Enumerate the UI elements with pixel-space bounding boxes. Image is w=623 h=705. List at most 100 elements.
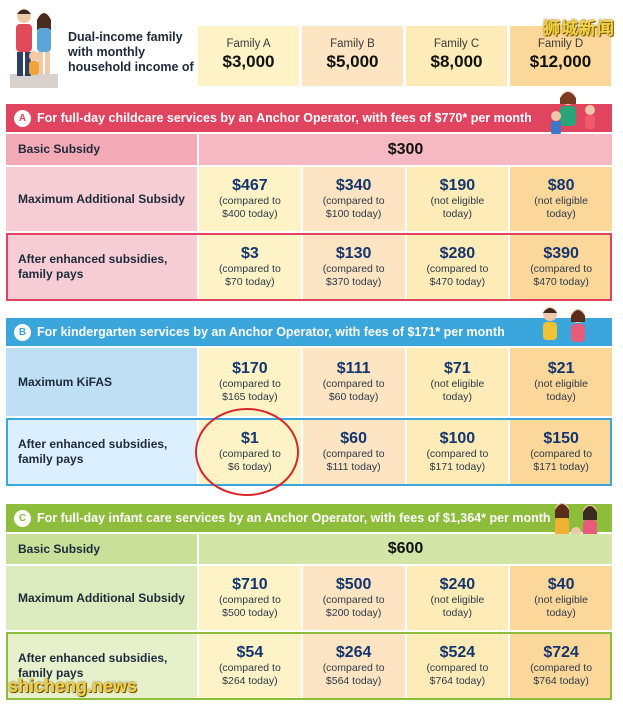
note: (compared to [322,378,385,390]
section-c-basic-value: $600 [197,534,612,564]
note: (not eligible [430,594,485,606]
section-c-max-cell: $710 (compared to $500 today) [197,566,301,630]
section-b-max-row: Maximum KiFAS $170 (compared to $165 today… [6,348,612,416]
note: $470 today) [533,276,589,288]
section-a-max-row: Maximum Additional Subsidy $467 (compared… [6,167,612,231]
family-c-income: $8,000 [430,52,483,71]
section-a-pays-cell: $3 (compared to $70 today) [197,233,301,301]
note: (compared to [530,662,593,674]
amount: $524 [439,644,476,661]
section-b-pays-cell: $100 (compared to $171 today) [404,418,509,486]
amount: $80 [547,177,575,194]
note: $470 today) [429,276,486,288]
section-c-pays-cell: $524 (compared to $764 today) [404,632,509,700]
amount: $54 [236,644,264,661]
amount: $150 [543,430,579,447]
header-description: Dual-income family with monthly househol… [68,30,194,74]
family-d-income: $12,000 [529,52,592,71]
amount: $71 [444,360,471,377]
note: (not eligible [430,195,485,207]
note: $500 today) [222,607,278,619]
note: $264 today) [222,675,278,687]
amount: $190 [439,177,476,194]
family-illustration-icon [10,9,58,88]
note: (compared to [218,378,281,390]
section-a-max-label: Maximum Additional Subsidy [6,167,197,231]
section-c-max-label: Maximum Additional Subsidy [6,566,197,630]
family-d-name: Family D [537,38,584,50]
family-a-column: Family A $3,000 [198,26,299,86]
section-c-header: C For full-day infant care services by a… [6,503,612,548]
note: $564 today) [325,675,382,687]
section-a-max-cell: $80 (not eligible today) [508,167,612,231]
amount: $240 [439,576,476,593]
section-c-max-cell: $240 (not eligible today) [404,566,509,630]
note: (compared to [322,594,385,606]
amount: $710 [232,576,268,593]
section-b-pays-cell: $1 (compared to $6 today) [197,418,301,486]
note: (compared to [322,662,385,674]
note: $60 today) [328,391,379,403]
note: $171 today) [533,461,589,473]
section-c-badge: C [14,509,31,527]
section-a-header: A For full-day childcare services by an … [6,91,612,135]
note: (compared to [218,594,281,606]
note: (compared to [218,448,281,460]
section-b-badge: B [14,323,31,341]
section-c-max-row: Maximum Additional Subsidy $710 (compared… [6,566,612,630]
amount: $500 [335,576,372,593]
section-a-max-cell: $190 (not eligible today) [404,167,509,231]
amount: $264 [335,644,372,661]
note: $165 today) [222,391,278,403]
watermark-text: shicheng.news [8,676,138,696]
amount: $340 [335,177,372,194]
note: $70 today) [225,276,275,288]
amount: $467 [232,177,268,194]
amount: $3 [240,245,259,262]
section-c-basic-label: Basic Subsidy [6,534,197,564]
section-a-pays-row: After enhanced subsidies, family pays $3… [6,233,612,301]
note: (not eligible [430,378,485,390]
note: (compared to [218,662,281,674]
section-b-max-cell: $21 (not eligible today) [508,348,612,416]
childcare-illustration-icon [551,91,595,135]
section-c-max-cell: $500 (compared to $200 today) [300,566,405,630]
family-b-column: Family B $5,000 [302,26,403,86]
amount: $40 [547,576,575,593]
note: (compared to [322,195,385,207]
section-b-max-cell: $111 (compared to $60 today) [300,348,405,416]
note: $764 today) [533,675,589,687]
note: (compared to [218,195,281,207]
section-c-pays-row: After enhanced subsidies, family pays $5… [6,632,612,700]
note: today) [442,391,472,403]
section-b-title: For kindergarten services by an Anchor O… [37,325,505,339]
section-b-max-cell: $71 (not eligible today) [404,348,509,416]
note: $100 today) [325,208,382,220]
note: today) [442,208,472,220]
note: (not eligible [534,378,588,390]
kindergarten-illustration-icon [543,307,585,342]
section-a-title: For full-day childcare services by an An… [37,111,532,125]
section-b-max-label: Maximum KiFAS [6,348,197,416]
family-c-name: Family C [433,38,480,50]
header: Dual-income family with monthly househol… [0,0,623,96]
note: $400 today) [222,208,278,220]
amount: $100 [439,430,476,447]
section-c-pays-cell: $264 (compared to $564 today) [300,632,405,700]
note: today) [546,391,576,403]
section-a-max-cell: $467 (compared to $400 today) [197,167,301,231]
note: today) [546,607,576,619]
section-b-pays-label: After enhanced subsidies, family pays [6,418,197,486]
note: $171 today) [429,461,486,473]
note: (compared to [218,263,281,275]
section-c-basic-row: Basic Subsidy $600 [6,534,612,564]
note: (compared to [530,448,593,460]
note: (compared to [322,263,385,275]
section-a-basic-row: Basic Subsidy $300 [6,134,612,165]
section-a-basic-value: $300 [197,134,612,165]
family-c-column: Family C $8,000 [406,26,507,86]
note: (compared to [322,448,385,460]
note: (not eligible [534,195,588,207]
note: (compared to [426,448,489,460]
section-b-max-cell: $170 (compared to $165 today) [197,348,301,416]
